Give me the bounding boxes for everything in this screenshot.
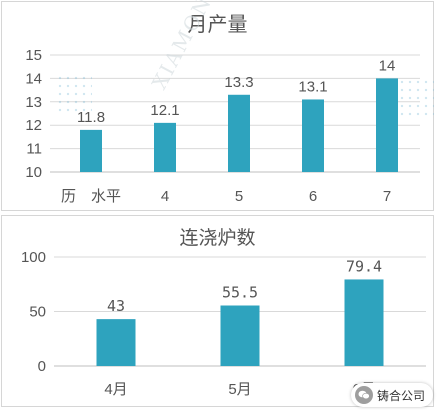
bar: [220, 305, 260, 366]
bar: [96, 319, 136, 366]
badge-text: 铸合公司: [376, 388, 425, 403]
y-tick-label: 100: [21, 249, 46, 266]
x-tick-label: 7: [383, 188, 391, 205]
chart-title: 连浇炉数: [179, 227, 256, 249]
y-tick-label: 15: [25, 47, 42, 64]
data-label: 55.5: [222, 284, 258, 302]
x-tick-label: 4月: [104, 381, 127, 398]
monthly-output-plot: 10 11 12 13 14 15 11.8 历 水平 12.1 4 13.3 5 13.1 6 14 7: [25, 47, 420, 205]
x-tick-label: 5月: [228, 381, 251, 398]
data-label: 14: [379, 57, 396, 74]
x-tick-label: 历 水平: [61, 188, 121, 205]
chart-title: 月产量: [187, 12, 248, 36]
data-label: 43: [107, 297, 125, 315]
bar: [154, 122, 176, 172]
y-tick-label: 10: [25, 164, 42, 181]
bar: [80, 129, 102, 172]
x-tick-label: 5: [235, 188, 243, 205]
y-tick-label: 0: [38, 358, 46, 375]
y-tick-label: 50: [29, 304, 46, 321]
source-badge: 铸合公司: [350, 383, 433, 407]
data-label: 79.4: [346, 257, 382, 275]
y-tick-label: 12: [25, 117, 42, 134]
y-tick-label: 14: [25, 70, 42, 87]
y-tick-label: 11: [26, 141, 42, 158]
data-label: 13.3: [224, 74, 253, 91]
data-label: 13.1: [298, 78, 327, 95]
data-label: 12.1: [150, 102, 179, 119]
bar: [302, 99, 324, 172]
data-label: 11.8: [77, 109, 105, 126]
x-tick-label: 4: [161, 188, 169, 205]
bar: [228, 94, 250, 172]
x-tick-label: 6: [309, 188, 317, 205]
bar: [344, 279, 384, 366]
wechat-icon: [354, 386, 373, 404]
bar: [376, 78, 398, 172]
y-tick-label: 13: [25, 94, 42, 111]
monthly-output-chart: 月产量 10 11 12 13 14 15 11.8 历 水平 12.1 4 13.3 5 13.1 6 1…: [1, 0, 434, 211]
